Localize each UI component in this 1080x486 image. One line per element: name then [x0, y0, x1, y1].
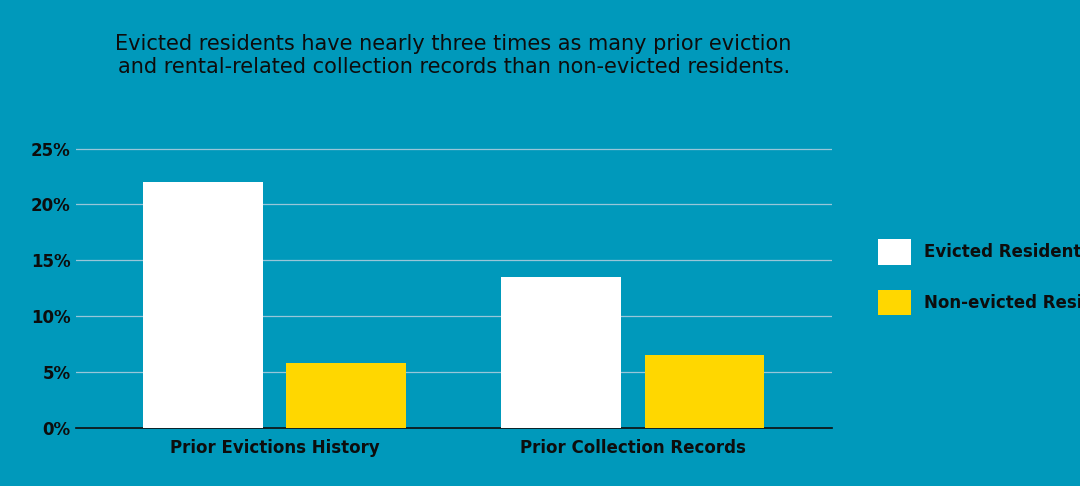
Text: Evicted residents have nearly three times as many prior eviction
and rental-rela: Evicted residents have nearly three time… — [116, 34, 792, 77]
Bar — [645, 355, 764, 428]
Bar — [144, 182, 262, 428]
Bar — [501, 277, 621, 428]
Bar — [286, 363, 406, 428]
Legend: Evicted Residents, Non-evicted Residents: Evicted Residents, Non-evicted Residents — [878, 239, 1080, 315]
